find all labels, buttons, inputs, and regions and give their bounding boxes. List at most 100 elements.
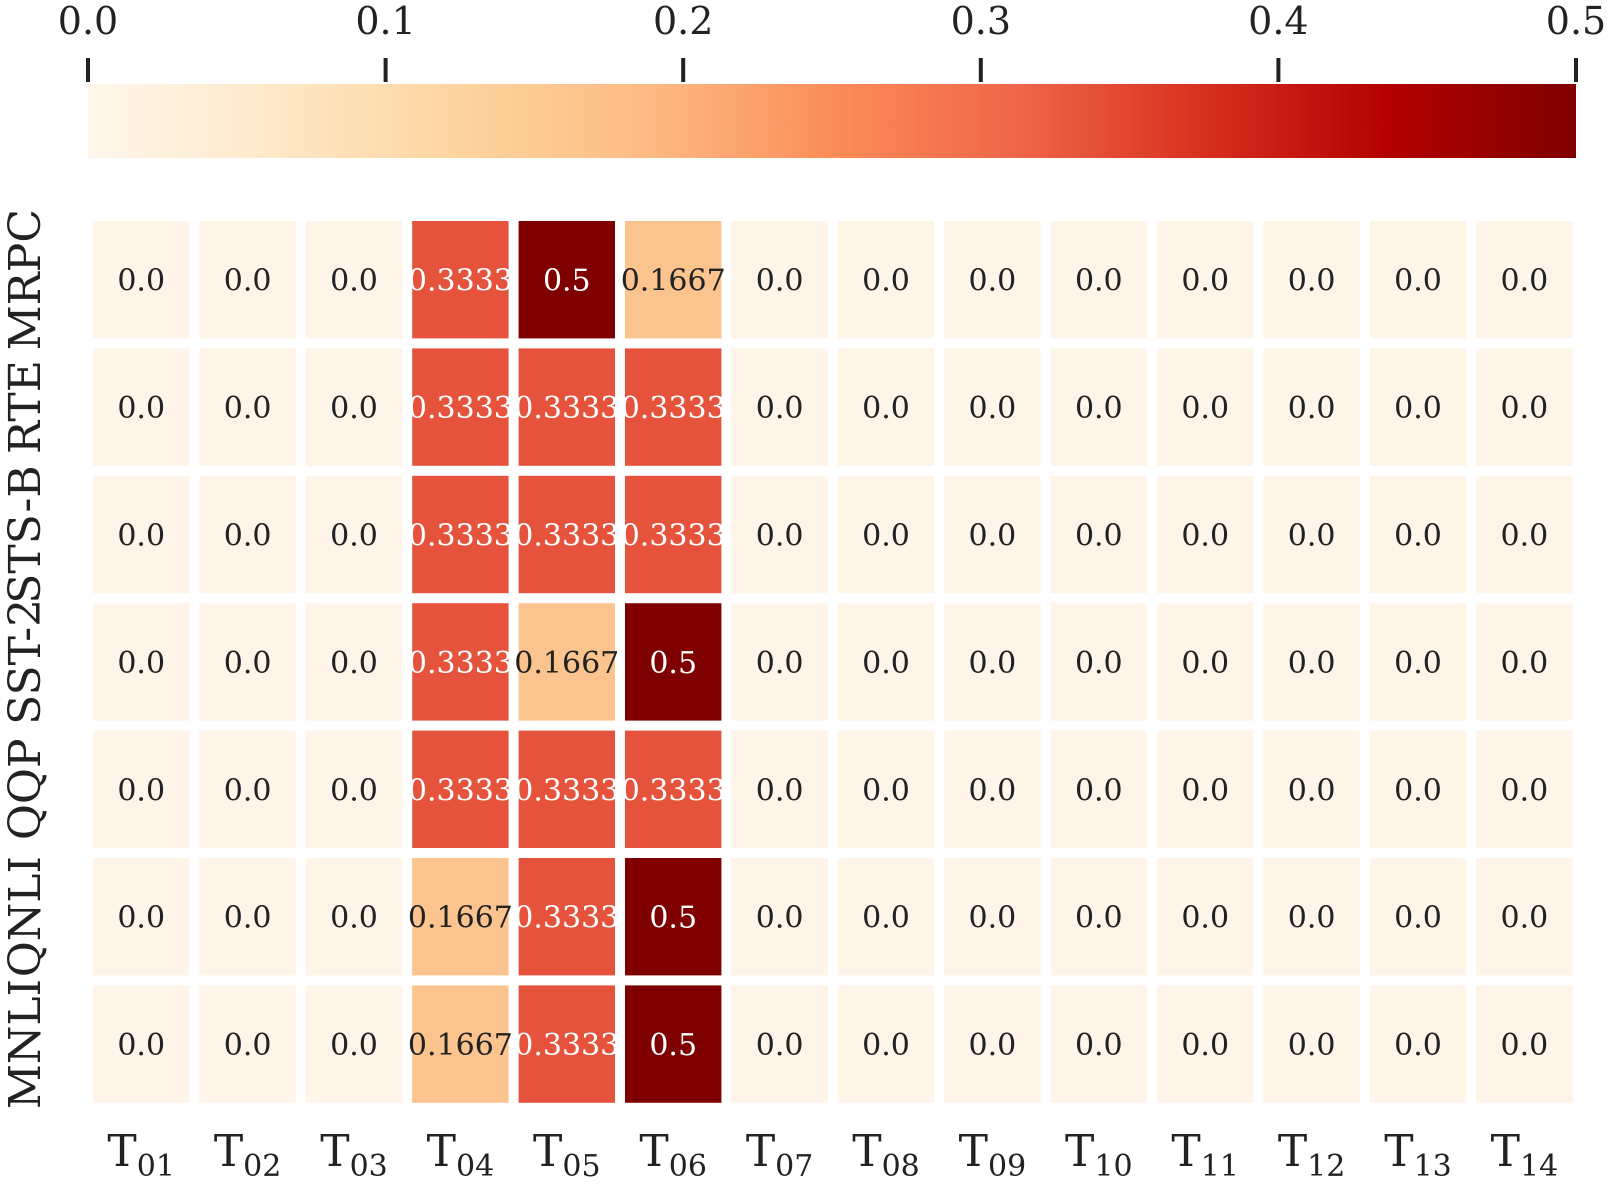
heatmap-cell bbox=[199, 603, 296, 721]
colorbar-tick-label: 0.5 bbox=[1546, 0, 1606, 43]
heatmap-cell bbox=[944, 730, 1041, 848]
heatmap-cell bbox=[518, 858, 615, 976]
cell-value-label: 0.0 bbox=[756, 391, 804, 426]
row-label: SST-2 bbox=[0, 599, 51, 725]
heatmap-cell bbox=[412, 730, 509, 848]
cell-value-label: 0.0 bbox=[1075, 901, 1123, 936]
heatmap-cell bbox=[199, 858, 296, 976]
column-labels: T01 T02 T03 T04 T05 T06 T07 T08 T09 T10 T11 T12 T13 T… bbox=[107, 1126, 1558, 1184]
cell-value-label: 0.0 bbox=[1288, 264, 1336, 299]
cell-value-label: 0.1667 bbox=[408, 901, 513, 936]
cell-value-label: 0.0 bbox=[969, 773, 1017, 808]
heatmap-cell bbox=[1050, 985, 1147, 1103]
column-label-base: T bbox=[214, 1126, 243, 1177]
heatmap-cell bbox=[837, 858, 935, 976]
heatmap-cell bbox=[199, 475, 296, 594]
heatmap-cell bbox=[1369, 603, 1467, 721]
heatmap-cell bbox=[1476, 858, 1573, 976]
column-label-base: T bbox=[1278, 1126, 1307, 1177]
column-label-subscript: 08 bbox=[882, 1149, 920, 1184]
heatmap-cell bbox=[518, 221, 615, 339]
column-label-subscript: 11 bbox=[1201, 1149, 1239, 1184]
cell-value-label: 0.0 bbox=[330, 646, 378, 681]
column-label-subscript: 01 bbox=[137, 1149, 175, 1184]
heatmap-cell bbox=[1263, 603, 1360, 721]
heatmap-cell bbox=[1050, 475, 1147, 594]
heatmap-cell bbox=[625, 730, 722, 848]
column-label: T13 bbox=[1384, 1126, 1452, 1184]
column-label-subscript: 07 bbox=[775, 1149, 813, 1184]
cell-value-label: 0.0 bbox=[1075, 773, 1123, 808]
cell-value-label: 0.0 bbox=[1394, 264, 1442, 299]
cell-value-label: 0.0 bbox=[1288, 646, 1336, 681]
heatmap-cell bbox=[731, 985, 828, 1103]
column-label: T04 bbox=[427, 1126, 495, 1184]
cell-value-label: 0.5 bbox=[649, 646, 697, 681]
heatmap-cell bbox=[625, 348, 722, 466]
cell-value-label: 0.3333 bbox=[514, 1028, 619, 1063]
colorbar-tick-label: 0.0 bbox=[58, 0, 118, 43]
column-label-base: T bbox=[533, 1126, 562, 1177]
column-label-subscript: 14 bbox=[1520, 1149, 1558, 1184]
row-label: RTE bbox=[0, 360, 51, 454]
heatmap-cell bbox=[305, 603, 403, 721]
cell-value-label: 0.0 bbox=[862, 264, 910, 299]
heatmap-cell bbox=[1157, 858, 1254, 976]
heatmap-cell bbox=[93, 221, 190, 339]
cell-value-label: 0.0 bbox=[1501, 519, 1549, 554]
row-label: MRPC bbox=[0, 209, 51, 350]
cell-value-label: 0.0 bbox=[224, 901, 272, 936]
cell-value-label: 0.5 bbox=[649, 1028, 697, 1063]
cell-value-label: 0.0 bbox=[1394, 901, 1442, 936]
cell-value-label: 0.0 bbox=[1181, 264, 1229, 299]
heatmap-cell bbox=[93, 348, 190, 466]
colorbar-tick-label: 0.2 bbox=[653, 0, 713, 43]
column-label-base: T bbox=[746, 1126, 775, 1177]
cell-value-label: 0.0 bbox=[1394, 519, 1442, 554]
heatmap-cell bbox=[837, 730, 935, 848]
heatmap-cell bbox=[837, 348, 935, 466]
column-label: T02 bbox=[214, 1126, 282, 1184]
cell-value-label: 0.3333 bbox=[408, 773, 513, 808]
column-label: T05 bbox=[533, 1126, 601, 1184]
heatmap-cell bbox=[518, 348, 615, 466]
heatmap-cell bbox=[625, 475, 722, 594]
cell-value-label: 0.3333 bbox=[514, 519, 619, 554]
cell-value-label: 0.0 bbox=[969, 391, 1017, 426]
cell-value-label: 0.0 bbox=[1501, 391, 1549, 426]
column-label-base: T bbox=[427, 1126, 456, 1177]
cell-value-label: 0.0 bbox=[117, 901, 165, 936]
heatmap-cell bbox=[93, 730, 190, 848]
cell-value-label: 0.0 bbox=[969, 901, 1017, 936]
cell-value-label: 0.3333 bbox=[621, 391, 726, 426]
cell-value-label: 0.0 bbox=[117, 391, 165, 426]
cell-value-label: 0.0 bbox=[756, 901, 804, 936]
column-label-base: T bbox=[1491, 1126, 1520, 1177]
row-label: QNLI bbox=[0, 856, 51, 977]
heatmap-cell bbox=[1263, 221, 1360, 339]
cell-value-label: 0.0 bbox=[1075, 519, 1123, 554]
heatmap-cell bbox=[518, 730, 615, 848]
cell-value-label: 0.0 bbox=[862, 1028, 910, 1063]
cell-value-label: 0.0 bbox=[969, 519, 1017, 554]
heatmap-cell bbox=[1476, 603, 1573, 721]
cell-value-label: 0.0 bbox=[1501, 773, 1549, 808]
cell-value-label: 0.0 bbox=[1394, 646, 1442, 681]
colorbar-gradient bbox=[88, 84, 1576, 158]
cell-value-label: 0.3333 bbox=[408, 519, 513, 554]
cell-value-label: 0.0 bbox=[1075, 646, 1123, 681]
heatmap-cell bbox=[1263, 348, 1360, 466]
heatmap-cell bbox=[1476, 221, 1573, 339]
heatmap-cell bbox=[944, 985, 1041, 1103]
column-label: T14 bbox=[1491, 1126, 1559, 1184]
cell-value-label: 0.0 bbox=[1394, 773, 1442, 808]
column-label: T09 bbox=[959, 1126, 1027, 1184]
cell-value-label: 0.0 bbox=[1501, 901, 1549, 936]
heatmap-cell bbox=[625, 858, 722, 976]
column-label-base: T bbox=[1384, 1126, 1413, 1177]
cell-value-label: 0.0 bbox=[1288, 901, 1336, 936]
heatmap-cell bbox=[412, 475, 509, 594]
column-label-base: T bbox=[852, 1126, 881, 1177]
colorbar-tick-label: 0.1 bbox=[355, 0, 415, 43]
heatmap-cell bbox=[731, 858, 828, 976]
